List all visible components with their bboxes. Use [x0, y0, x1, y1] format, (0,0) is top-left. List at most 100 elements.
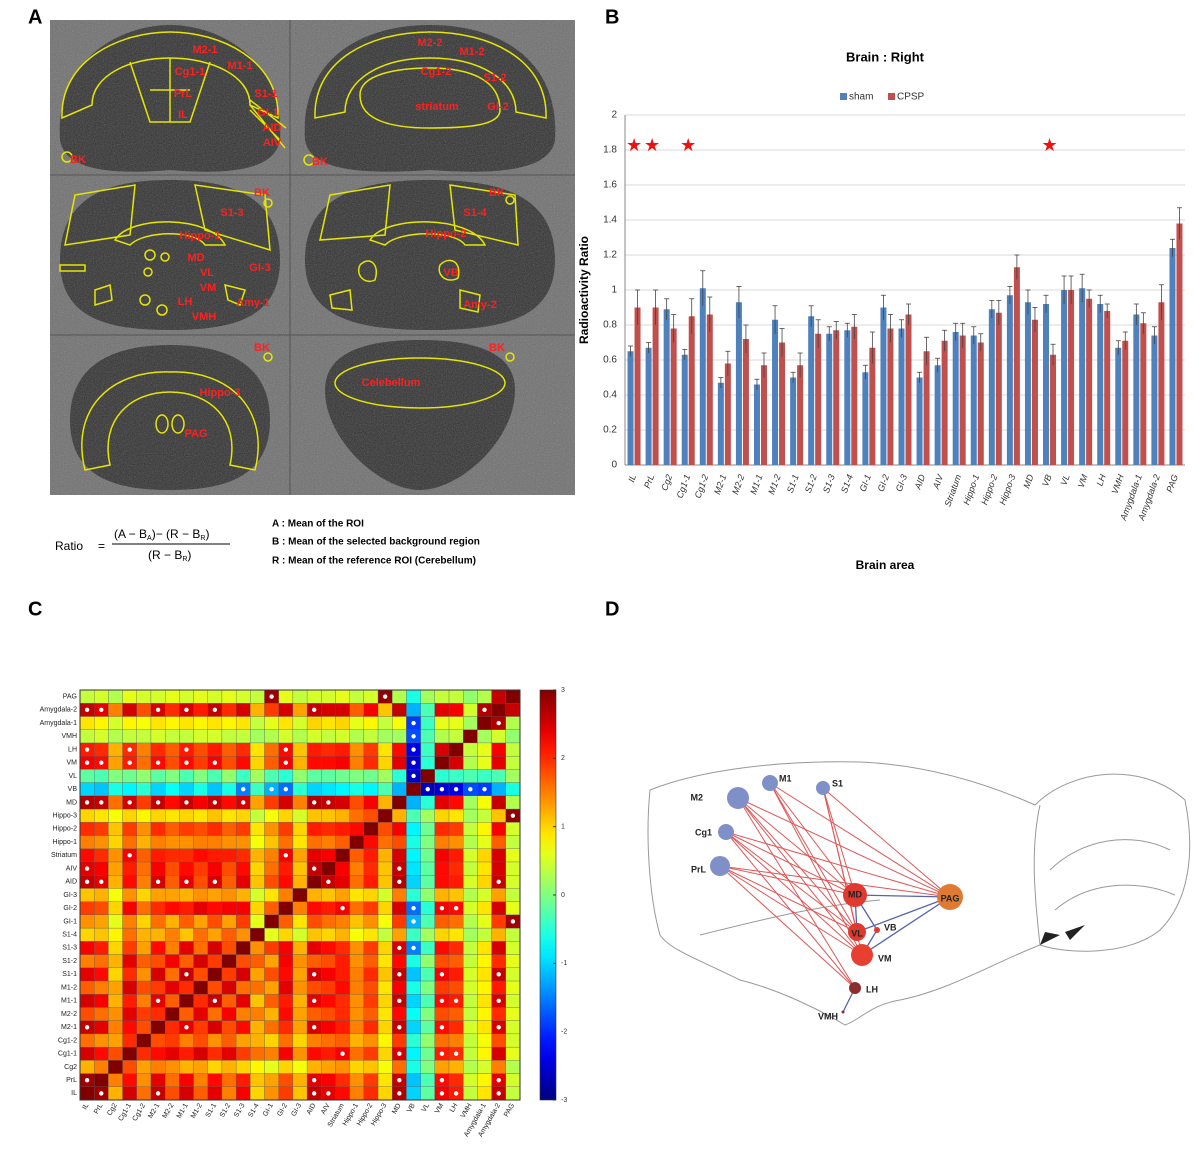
- heatmap-cell: [79, 954, 95, 968]
- heatmap-cell: [377, 901, 393, 915]
- heatmap-cell: [264, 1073, 279, 1087]
- roi-label: M1-1: [227, 60, 252, 72]
- heatmap-cell: [136, 1020, 152, 1035]
- heatmap-cell: [477, 888, 492, 902]
- heatmap-cell: [349, 941, 365, 955]
- heatmap-cell: [321, 967, 336, 982]
- heatmap-cell: [165, 861, 180, 876]
- heatmap-cell: [505, 967, 521, 982]
- heatmap-cell: [377, 808, 393, 823]
- heatmap-cell: [463, 967, 478, 982]
- heatmap-cell: [250, 941, 265, 955]
- heatmap-cell: [463, 980, 478, 995]
- heatmap-cell: [94, 927, 109, 942]
- heatmap-cell: [278, 689, 294, 704]
- significance-dot: [283, 747, 289, 752]
- heatmap-cell: [392, 980, 407, 995]
- heatmap-cell: [207, 861, 223, 876]
- heatmap-cell: [108, 742, 123, 757]
- heatmap-cell: [264, 835, 279, 849]
- heatmap-cell: [79, 782, 95, 796]
- heatmap-cell: [321, 941, 336, 955]
- heatmap-cell: [363, 914, 379, 929]
- heatmap-cell: [420, 954, 435, 968]
- heatmap-cell: [363, 927, 379, 942]
- heatmap-cell: [420, 1007, 435, 1021]
- x-tick-label: S1-3: [821, 473, 837, 494]
- significance-dot: [311, 998, 317, 1004]
- heatmap-cell: [150, 941, 166, 955]
- heatmap-cell: [179, 980, 194, 995]
- heatmap-cell: [505, 1033, 521, 1048]
- significance-dot: [496, 998, 501, 1004]
- heatmap-cell: [406, 888, 421, 902]
- heatmap-cell: [221, 782, 237, 796]
- significance-dot: [411, 760, 416, 765]
- x-tick-label: PAG: [1164, 473, 1180, 494]
- significance-dot: [453, 906, 459, 911]
- heatmap-cell: [193, 729, 208, 744]
- heatmap-cell: [406, 1046, 421, 1061]
- heatmap-cell: [264, 967, 279, 982]
- region-node: [727, 787, 749, 809]
- heatmap-cell: [193, 967, 208, 982]
- heatmap-cell: [292, 716, 308, 730]
- roi-label: M1-2: [459, 46, 484, 58]
- heatmap-cell: [136, 994, 152, 1008]
- x-tick-label: S1-4: [839, 473, 855, 494]
- y-tick-label: 0.6: [603, 355, 617, 366]
- heatmap-cell: [349, 689, 365, 704]
- heatmap-cell: [264, 703, 279, 717]
- x-tick-label: VL: [1059, 473, 1072, 487]
- heatmap-cell: [349, 1020, 365, 1035]
- heatmap-cell: [108, 808, 123, 823]
- heatmap-cell: [434, 1060, 450, 1074]
- heatmap-cell: [306, 927, 322, 942]
- heatmap-cell: [505, 835, 521, 849]
- heatmap-cell: [207, 888, 223, 902]
- heatmap-cell: [477, 755, 492, 770]
- heatmap-cell: [207, 901, 223, 915]
- heatmap-cell: [477, 1086, 492, 1101]
- y-tick-label: Cg2: [64, 1064, 77, 1071]
- heatmap-cell: [505, 755, 521, 770]
- heatmap-cell: [264, 822, 279, 836]
- heatmap-cell: [165, 1073, 180, 1087]
- heatmap-cell: [420, 1086, 435, 1101]
- heatmap-cell: [420, 927, 435, 942]
- heatmap-cell: [193, 716, 208, 730]
- heatmap-cell: [235, 835, 251, 849]
- heatmap-cell: [165, 1033, 180, 1048]
- heatmap-cell: [349, 980, 365, 995]
- heatmap-cell: [94, 742, 109, 757]
- heatmap-cell: [505, 1073, 521, 1087]
- heatmap-cell: [392, 729, 407, 744]
- heatmap-cell: [250, 1060, 265, 1074]
- heatmap-cell: [235, 848, 251, 863]
- heatmap-cell: [193, 888, 208, 902]
- heatmap-cell: [122, 822, 137, 836]
- heatmap-cell: [193, 1007, 208, 1021]
- heatmap-cell: [264, 901, 279, 915]
- heatmap-cell: [179, 689, 194, 704]
- significance-dot: [311, 1025, 317, 1030]
- heatmap-cell: [392, 742, 407, 757]
- heatmap-cell: [349, 914, 365, 929]
- heatmap-cell: [136, 1007, 152, 1021]
- heatmap-cell: [463, 1007, 478, 1021]
- connection: [725, 831, 856, 896]
- x-tick-label: MD: [391, 1102, 403, 1115]
- heatmap-cell: [122, 808, 137, 823]
- x-tick-label: GI-2: [876, 473, 891, 493]
- heatmap-cell: [477, 914, 492, 929]
- heatmap-cell: [321, 782, 336, 796]
- heatmap-cell: [264, 1020, 279, 1035]
- significance-dot: [468, 786, 473, 792]
- heatmap-cell: [250, 980, 265, 995]
- heatmap-cell: [335, 1073, 350, 1087]
- y-tick-label: Cg1-2: [58, 1037, 77, 1044]
- heatmap-cell: [207, 742, 223, 757]
- heatmap-cell: [122, 980, 137, 995]
- significance-dot: [84, 800, 90, 805]
- y-tick-label: M1-1: [61, 998, 77, 1005]
